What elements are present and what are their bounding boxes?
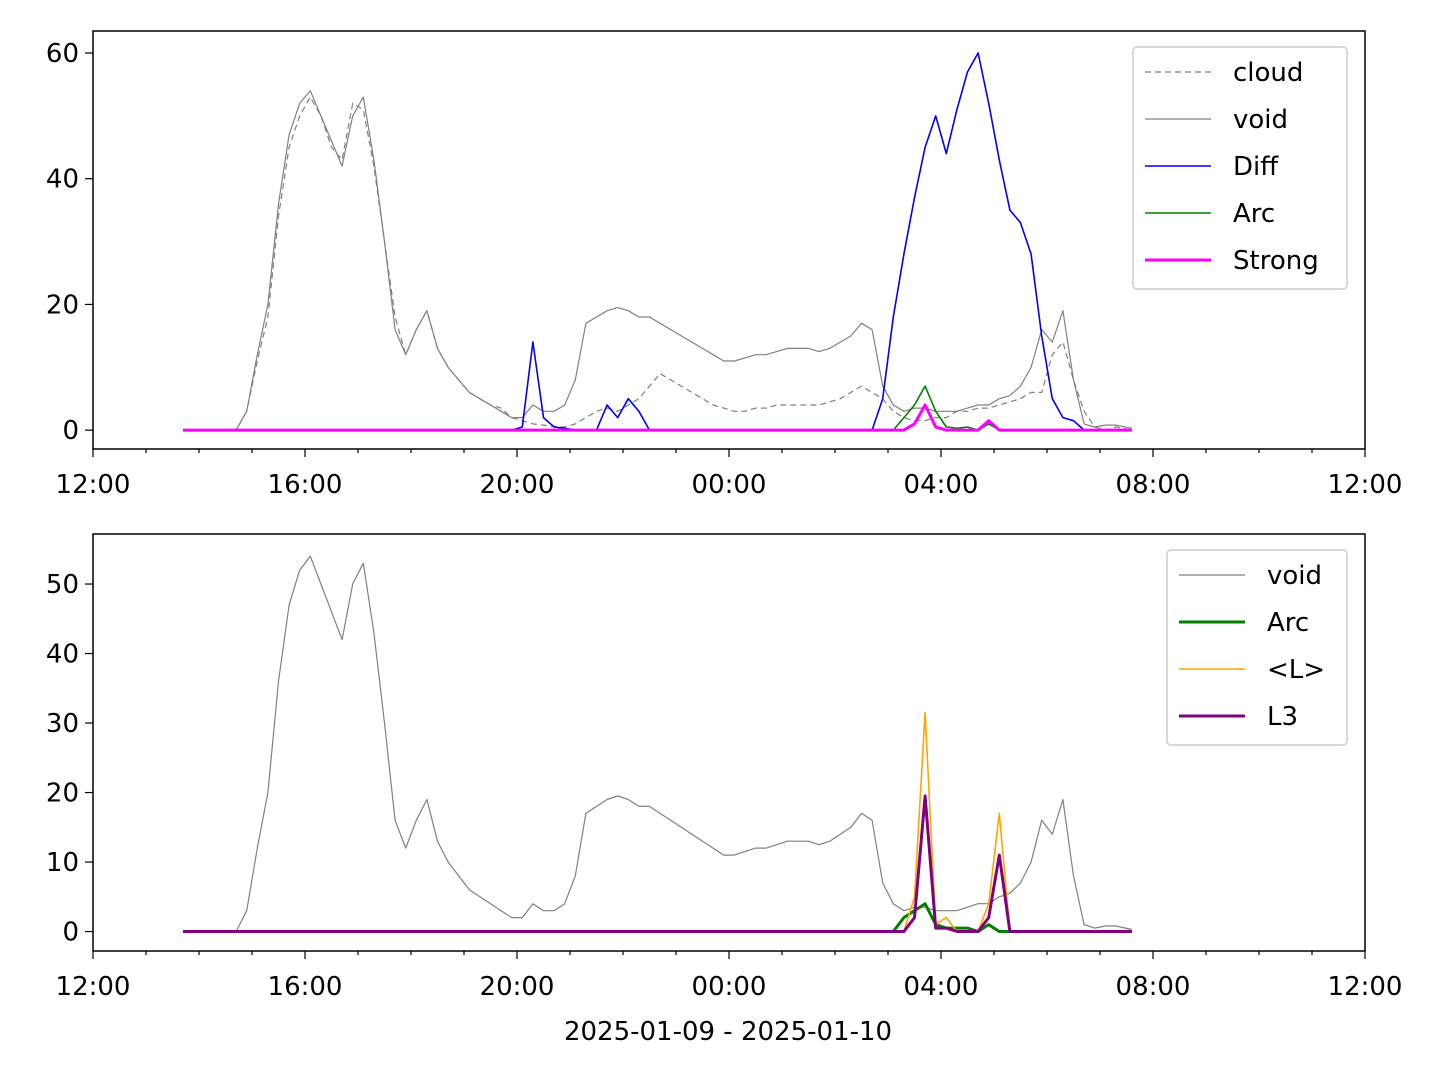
series-line-void — [183, 555, 1132, 933]
x-tick-label: 00:00 — [692, 972, 767, 1002]
x-tick-label: 00:00 — [692, 470, 767, 500]
y-tick-label: 60 — [46, 39, 79, 69]
legend-label: Arc — [1267, 608, 1309, 638]
legend-box — [1166, 549, 1348, 746]
legend-label: L3 — [1267, 702, 1298, 732]
y-tick-label: 50 — [46, 570, 79, 600]
x-tick-label: 04:00 — [904, 470, 979, 500]
legend-label: Strong — [1233, 246, 1319, 276]
legend-label: Diff — [1233, 152, 1279, 182]
x-tick-label: 20:00 — [480, 972, 555, 1002]
top-chart-panel: 12:00 16:00 20:00 00:00 04:00 08:00 12:00 0 20 40… — [46, 30, 1403, 500]
x-tick-label: 12:00 — [1328, 470, 1403, 500]
legend: cloud void Diff Arc Strong — [1132, 46, 1348, 290]
y-tick-label: 20 — [46, 779, 79, 809]
x-tick-label: 16:00 — [268, 470, 343, 500]
series-line-strong — [183, 403, 1132, 432]
bottom-chart-panel: 12:00 16:00 20:00 00:00 04:00 08:00 12:00 0 10 20… — [46, 533, 1403, 1002]
series-line-void — [183, 90, 1132, 431]
y-tick-label: 0 — [62, 918, 79, 948]
x-tick-label: 08:00 — [1116, 972, 1191, 1002]
legend: void Arc <L> L3 — [1166, 549, 1348, 746]
x-tick-label: 12:00 — [1328, 972, 1403, 1002]
legend-label: cloud — [1233, 58, 1303, 88]
y-tick-label: 0 — [62, 416, 79, 446]
y-tick-label: 40 — [46, 640, 79, 670]
y-tick-label: 40 — [46, 165, 79, 195]
legend-label: Arc — [1233, 199, 1275, 229]
x-tick-label: 04:00 — [904, 972, 979, 1002]
legend-label: <L> — [1267, 655, 1325, 685]
x-tick-label: 12:00 — [56, 972, 131, 1002]
series-line-cloud — [183, 96, 1132, 431]
y-tick-label: 10 — [46, 848, 79, 878]
y-tick-label: 30 — [46, 709, 79, 739]
x-tick-label: 08:00 — [1116, 470, 1191, 500]
x-tick-label: 20:00 — [480, 470, 555, 500]
bottom-x-axis-label: 2025-01-09 - 2025-01-10 — [564, 1017, 892, 1047]
legend-label: void — [1267, 561, 1322, 591]
legend-box — [1132, 46, 1348, 290]
x-tick-label: 12:00 — [56, 470, 131, 500]
y-tick-label: 20 — [46, 290, 79, 320]
x-tick-label: 16:00 — [268, 972, 343, 1002]
legend-label: void — [1233, 105, 1288, 135]
series-line-l3 — [183, 794, 1132, 933]
